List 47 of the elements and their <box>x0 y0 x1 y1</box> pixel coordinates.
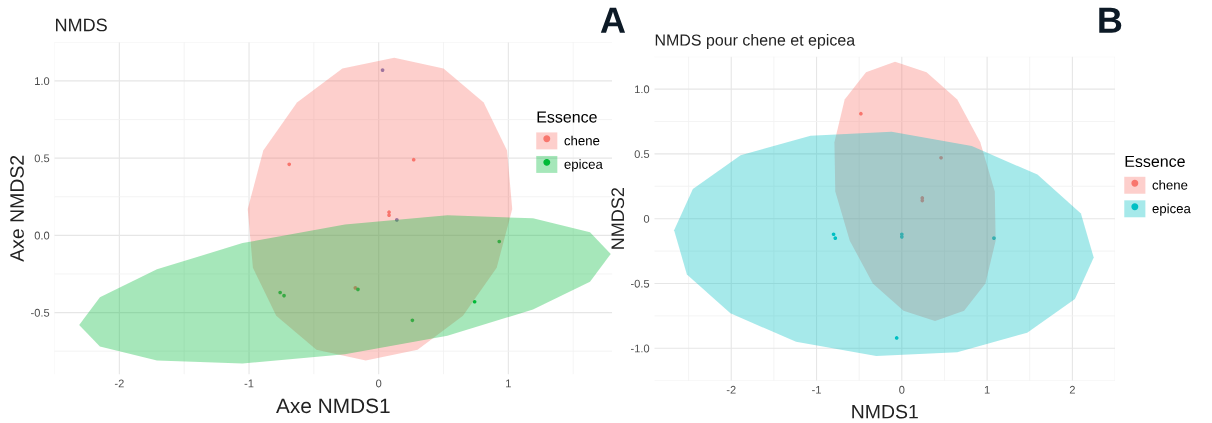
point <box>939 155 943 160</box>
point <box>992 236 996 240</box>
legend-label: epicea <box>1152 203 1191 216</box>
y-tick-label: 0.5 <box>34 154 50 163</box>
y-tick-label: -1.0 <box>630 344 650 353</box>
x-tick-label: 1 <box>984 385 990 394</box>
legend-label: chene <box>1152 180 1188 190</box>
legend-label: epicea <box>564 159 603 172</box>
legend-title: Essence <box>537 111 597 123</box>
point <box>387 210 391 215</box>
point <box>472 299 477 304</box>
x-tick-label: -2 <box>114 379 124 388</box>
chart-title: NMDS pour chene et epicea <box>655 34 856 49</box>
y-tick-label: 0.5 <box>634 150 650 159</box>
y-tick-label: 1.0 <box>635 85 650 94</box>
point <box>380 68 385 72</box>
x-tick-label: 2 <box>1069 385 1075 394</box>
x-tick-label: 0 <box>899 385 905 394</box>
x-tick-label: 0 <box>376 379 382 388</box>
y-tick-label: -0.5 <box>31 308 50 317</box>
x-axis-title: NMDS1 <box>852 404 918 419</box>
x-tick-label: -2 <box>726 385 736 394</box>
point <box>282 293 286 298</box>
y-axis-title: NMDS2 <box>611 188 625 249</box>
x-tick-label: -1 <box>812 385 821 394</box>
point <box>831 232 836 237</box>
legend-label: chene <box>564 135 600 146</box>
y-tick-label: 0 <box>643 214 650 223</box>
y-tick-label: 1.0 <box>35 77 50 86</box>
x-axis-title: Axe NMDS1 <box>276 398 390 414</box>
text: A <box>600 7 626 33</box>
point <box>287 162 292 167</box>
point <box>833 236 838 240</box>
text: B <box>1099 7 1122 33</box>
x-tick-label: -1 <box>244 379 254 388</box>
y-tick-label: -0.5 <box>630 279 650 288</box>
legend-title: Essence <box>1125 155 1185 168</box>
point <box>410 318 415 323</box>
point <box>894 336 899 340</box>
point <box>387 213 391 218</box>
x-tick-label: 1 <box>506 379 511 388</box>
y-tick-label: 0.0 <box>34 231 50 240</box>
point <box>394 218 399 222</box>
point <box>497 239 502 244</box>
point <box>278 290 282 295</box>
y-axis-title: Axe NMDS2 <box>10 155 24 262</box>
chart-title: NMDS <box>56 18 107 32</box>
